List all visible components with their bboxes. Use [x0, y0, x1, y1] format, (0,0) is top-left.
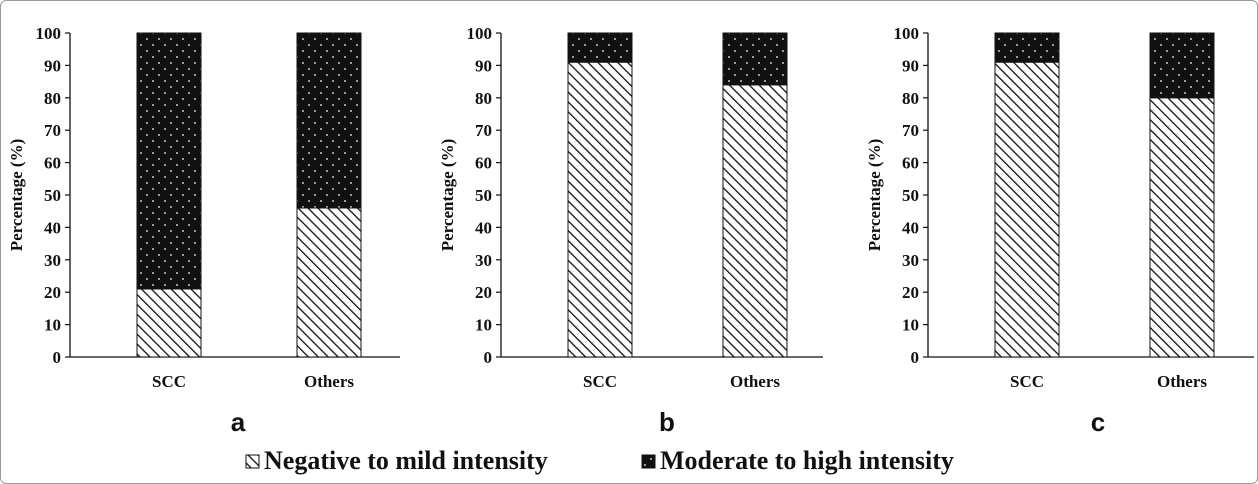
y-tick-label: 70: [475, 121, 492, 140]
y-tick-label: 40: [475, 218, 492, 237]
y-tick-label: 10: [475, 316, 492, 335]
y-tick-label: 60: [44, 154, 61, 173]
y-tick-label: 90: [475, 56, 492, 75]
y-tick-label: 20: [44, 283, 61, 302]
y-tick-label: 10: [902, 316, 919, 335]
y-axis-label: Percentage (%): [865, 139, 884, 252]
bar-moderate-scc: [994, 32, 1060, 63]
y-tick-label: 60: [475, 154, 492, 173]
y-tick-label: 50: [902, 186, 919, 205]
legend: Negative to mild intensity Moderate to h…: [245, 446, 954, 475]
y-tick-label: 100: [36, 24, 62, 43]
bar-negative-others: [296, 207, 362, 358]
y-tick-label: 40: [44, 218, 61, 237]
y-tick-label: 60: [902, 154, 919, 173]
panel-label-a: a: [231, 407, 246, 437]
bar-negative-others: [722, 84, 788, 358]
bar-moderate-others: [1149, 32, 1215, 99]
x-tick-label: Others: [1157, 372, 1207, 391]
x-tick-label: SCC: [1010, 372, 1044, 391]
bar-moderate-others: [296, 32, 362, 209]
x-tick-label: SCC: [583, 372, 617, 391]
y-tick-label: 70: [902, 121, 919, 140]
bar-negative-scc: [136, 288, 202, 358]
legend-swatch-moderate: [641, 454, 656, 469]
bar-moderate-scc: [567, 32, 633, 63]
y-tick-label: 50: [475, 186, 492, 205]
y-tick-label: 40: [902, 218, 919, 237]
bar-negative-scc: [994, 61, 1060, 358]
legend-swatch-negative: [245, 454, 260, 469]
bar-negative-others: [1149, 97, 1215, 358]
y-tick-label: 70: [44, 121, 61, 140]
y-tick-label: 80: [902, 89, 919, 108]
y-tick-label: 50: [44, 186, 61, 205]
chart-panel-b: 0 10 20 30 40 50 60 70 80 90 100 Percentage (%) SCC O…: [438, 24, 823, 437]
panel-label-c: c: [1091, 407, 1105, 437]
y-tick-label: 30: [44, 251, 61, 270]
bar-moderate-others: [722, 32, 788, 86]
y-tick-label: 10: [44, 316, 61, 335]
y-tick-label: 0: [53, 348, 62, 367]
y-tick-label: 0: [484, 348, 493, 367]
y-tick-label: 100: [467, 24, 493, 43]
x-tick-label: SCC: [152, 372, 186, 391]
y-tick-label: 0: [911, 348, 920, 367]
y-tick-label: 20: [902, 283, 919, 302]
y-tick-label: 30: [902, 251, 919, 270]
panel-label-b: b: [659, 407, 675, 437]
y-tick-label: 80: [475, 89, 492, 108]
y-tick-label: 30: [475, 251, 492, 270]
bar-moderate-scc: [136, 32, 202, 290]
y-tick-label: 20: [475, 283, 492, 302]
chart-panel-c: 0 10 20 30 40 50 60 70 80 90 100 Percentage (%) SCC O…: [865, 24, 1254, 437]
y-axis-label: Percentage (%): [7, 139, 26, 252]
y-axis-label: Percentage (%): [438, 139, 457, 252]
legend-label-negative: Negative to mild intensity: [264, 446, 548, 475]
y-tick-label: 90: [902, 56, 919, 75]
y-tick-label: 80: [44, 89, 61, 108]
chart-panel-a: 0 10 20 30 40 50 60 70 80 90 100 Percentage (%) SCC O…: [7, 24, 400, 437]
x-tick-label: Others: [304, 372, 354, 391]
legend-label-moderate: Moderate to high intensity: [660, 446, 954, 475]
bar-negative-scc: [567, 61, 633, 358]
y-tick-label: 100: [894, 24, 920, 43]
y-tick-label: 90: [44, 56, 61, 75]
x-tick-label: Others: [730, 372, 780, 391]
